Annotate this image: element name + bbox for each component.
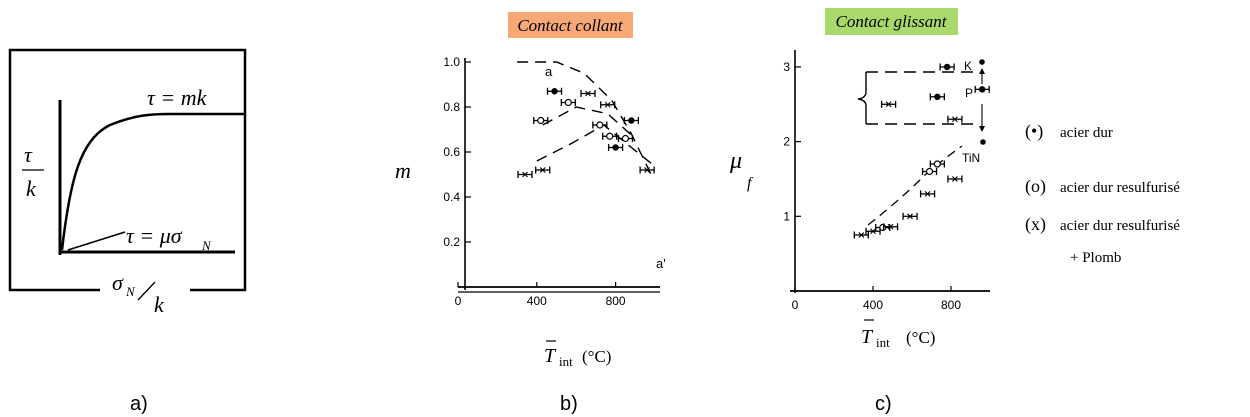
panel-a-plateau-label: τ = mk bbox=[147, 85, 208, 110]
c-data-point-5 bbox=[919, 190, 936, 198]
panel-a-caption: a) bbox=[130, 393, 148, 415]
b-trend-line-2 bbox=[536, 124, 652, 164]
panel-c-xlabel-sub: int bbox=[876, 335, 890, 350]
panel-a-xlabel-k: k bbox=[154, 292, 165, 317]
b-ytick-label-3: 0.8 bbox=[443, 100, 460, 114]
c-data-point-11 bbox=[947, 115, 963, 123]
b-data-point-7 bbox=[600, 101, 616, 109]
panel-b-curve-label-a: a bbox=[545, 64, 553, 79]
c-ytick-label-2: 3 bbox=[783, 60, 790, 74]
panel-a-slope-sub: N bbox=[201, 238, 212, 253]
panel-a-ylabel-tau: τ bbox=[24, 142, 33, 167]
panel-a-plateau-curve bbox=[60, 112, 245, 251]
panel-b-xlabel-unit: (°C) bbox=[582, 347, 611, 366]
legend-marker-dot: (•) bbox=[1025, 121, 1043, 142]
b-ytick-label-0: 0.2 bbox=[443, 235, 460, 249]
panel-b: Contact collant 0 400 800 0.2 0.4 0.6 0.8 1.0 m… bbox=[395, 12, 666, 415]
legend-marker-o: (o) bbox=[1025, 176, 1046, 197]
c-arrow-up-head bbox=[979, 68, 985, 74]
c-xtick-label-0: 0 bbox=[792, 298, 799, 312]
legend-text-o: acier dur resulfurisé bbox=[1060, 180, 1180, 196]
c-xtick-label-1: 400 bbox=[863, 298, 883, 312]
panel-c-badge: Contact glissant bbox=[836, 12, 948, 31]
b-data-point-1 bbox=[535, 166, 551, 174]
panel-a: τ = mk τ = μσ N τ k σ N k a) bbox=[8, 48, 247, 415]
legend-extra: + Plomb bbox=[1070, 250, 1121, 266]
c-ytick-label-1: 2 bbox=[783, 135, 790, 149]
b-trend-line-0 bbox=[517, 61, 652, 175]
panel-b-badge-bg bbox=[508, 12, 633, 38]
c-tin-trend bbox=[867, 145, 963, 226]
c-xtick-label-2: 800 bbox=[941, 298, 961, 312]
b-data-point-2 bbox=[533, 116, 549, 125]
panel-c-badge-bg bbox=[825, 8, 958, 35]
legend-text-dot: acier dur bbox=[1060, 125, 1113, 141]
c-data-point-4 bbox=[902, 212, 918, 220]
c-tin-marker bbox=[980, 139, 986, 145]
b-ytick-label-1: 0.4 bbox=[443, 190, 460, 204]
c-data-point-6 bbox=[921, 167, 938, 176]
c-data-point-8 bbox=[947, 175, 963, 183]
b-xtick-label-2: 800 bbox=[606, 294, 626, 308]
c-k-marker bbox=[979, 59, 985, 65]
panel-a-xlabel-slash bbox=[137, 281, 156, 301]
b-data-point-11 bbox=[623, 117, 640, 124]
panel-c-annot-k: K bbox=[964, 59, 972, 73]
panel-a-slope-line bbox=[67, 231, 126, 251]
c-bracket bbox=[857, 72, 867, 124]
panel-c-annot-tin: TiN bbox=[962, 151, 980, 165]
panel-a-xlabel-sub: N bbox=[125, 284, 136, 299]
c-arrow-down-head bbox=[979, 126, 985, 132]
panel-a-xlabel-bg bbox=[100, 270, 190, 320]
panel-b-curve-label-a2: a' bbox=[656, 256, 666, 271]
panel-b-xlabel-main: T bbox=[544, 345, 557, 367]
c-data-point-13 bbox=[974, 85, 990, 93]
b-trend-line-1 bbox=[542, 106, 636, 140]
b-xtick-label-0: 0 bbox=[455, 294, 462, 308]
panel-c-ylabel-sub: f bbox=[747, 175, 754, 192]
b-data-point-5 bbox=[580, 90, 596, 97]
b-ytick-label-4: 1.0 bbox=[443, 55, 460, 69]
panel-c-ylabel: μ bbox=[729, 148, 742, 174]
panel-b-ylabel: m bbox=[395, 158, 411, 183]
panel-c-annot-p: P bbox=[965, 86, 973, 100]
c-data-point-7 bbox=[929, 160, 945, 168]
b-data-point-8 bbox=[602, 132, 618, 140]
b-data-point-12 bbox=[639, 166, 655, 174]
c-data-point-3 bbox=[882, 223, 899, 231]
b-data-point-9 bbox=[607, 144, 624, 151]
b-data-point-10 bbox=[617, 134, 634, 143]
panel-a-xlabel-sigma: σ bbox=[112, 270, 124, 295]
legend: (•) acier dur (o) acier dur resulfurisé … bbox=[1025, 121, 1180, 266]
panel-c-xlabel-main: T bbox=[861, 326, 874, 348]
c-data-point-2 bbox=[875, 223, 891, 232]
c-data-point-0 bbox=[853, 231, 869, 239]
panel-b-caption: b) bbox=[560, 393, 578, 415]
panel-b-badge: Contact collant bbox=[517, 16, 624, 35]
panel-a-ylabel-k: k bbox=[26, 176, 37, 201]
legend-text-x: acier dur resulfurisé bbox=[1060, 218, 1180, 234]
c-data-point-12 bbox=[939, 63, 955, 71]
panel-a-frame bbox=[8, 48, 247, 292]
c-data-point-10 bbox=[929, 93, 945, 101]
b-data-point-3 bbox=[546, 87, 563, 95]
b-data-point-4 bbox=[560, 98, 576, 107]
b-data-point-6 bbox=[592, 121, 608, 129]
panel-b-xlabel-sub: int bbox=[559, 354, 573, 369]
panel-a-slope-label: τ = μσ bbox=[126, 223, 183, 248]
b-ytick-label-2: 0.6 bbox=[443, 145, 460, 159]
panel-c-caption: c) bbox=[875, 393, 892, 415]
panel-c-xlabel-unit: (°C) bbox=[906, 328, 935, 347]
c-ytick-label-0: 1 bbox=[783, 209, 790, 223]
b-data-point-0 bbox=[517, 171, 533, 178]
b-xtick-label-1: 400 bbox=[527, 294, 547, 308]
c-data-point-9 bbox=[880, 100, 897, 108]
legend-marker-x: (x) bbox=[1025, 214, 1046, 235]
